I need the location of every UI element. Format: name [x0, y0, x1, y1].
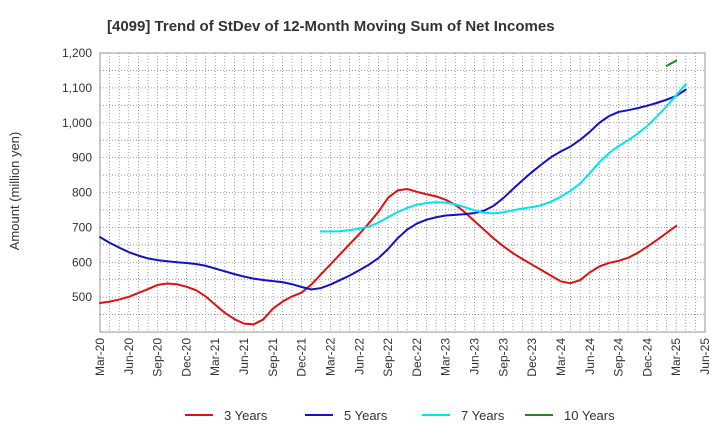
y-tick-label: 1,000: [62, 116, 92, 130]
chart-title: [4099] Trend of StDev of 12-Month Moving…: [107, 18, 555, 35]
x-tick-label: Jun-21: [237, 338, 251, 375]
x-tick-label: Mar-20: [93, 338, 107, 376]
y-tick-labels: 500 600 700 800 900 1,000 1,100 1,200: [62, 46, 92, 304]
x-tick-label: Mar-23: [439, 338, 453, 376]
y-tick-label: 500: [72, 290, 92, 304]
x-tick-label: Dec-24: [640, 338, 654, 377]
x-tick-label: Jun-23: [468, 338, 482, 375]
x-tick-label: Sep-20: [151, 338, 165, 377]
x-tick-labels: Mar-20 Jun-20 Sep-20 Dec-20 Mar-21 Jun-21 Sep-…: [93, 338, 712, 377]
series-line-5-years: [99, 88, 687, 291]
y-tick-label: 800: [72, 186, 92, 200]
x-tick-label: Sep-22: [381, 338, 395, 377]
legend-label-10-years: 10 Years: [564, 408, 615, 423]
series-line-10-years: [665, 59, 678, 67]
x-tick-label: Mar-24: [554, 338, 568, 376]
x-tick-label: Mar-25: [669, 338, 683, 376]
x-tick-label: Jun-25: [698, 338, 712, 375]
series-lines: [99, 59, 687, 326]
x-tick-label: Dec-20: [179, 338, 193, 377]
x-tick-label: Jun-22: [352, 338, 366, 375]
legend-label-5-years: 5 Years: [344, 408, 388, 423]
y-tick-label: 900: [72, 151, 92, 165]
x-tick-label: Jun-24: [583, 338, 597, 375]
y-tick-label: 1,100: [62, 81, 92, 95]
series-line-3-years: [99, 188, 678, 326]
legend-label-3-years: 3 Years: [224, 408, 268, 423]
x-tick-label: Dec-21: [295, 338, 309, 377]
y-tick-label: 700: [72, 220, 92, 234]
legend: 3 Years 5 Years 7 Years 10 Years: [185, 408, 615, 423]
legend-label-7-years: 7 Years: [461, 408, 505, 423]
x-tick-label: Dec-22: [410, 338, 424, 377]
x-tick-label: Jun-20: [122, 338, 136, 375]
x-tick-label: Mar-22: [323, 338, 337, 376]
x-tick-label: Mar-21: [208, 338, 222, 376]
x-tick-label: Dec-23: [525, 338, 539, 377]
y-axis-label: Amount (million yen): [7, 132, 22, 251]
x-tick-label: Sep-23: [496, 338, 510, 377]
y-tick-label: 1,200: [62, 46, 92, 60]
grid-lines: [99, 52, 706, 333]
series-line-7-years: [319, 83, 687, 233]
x-tick-label: Sep-21: [266, 338, 280, 377]
x-tick-label: Sep-24: [612, 338, 626, 377]
y-tick-label: 600: [72, 255, 92, 269]
